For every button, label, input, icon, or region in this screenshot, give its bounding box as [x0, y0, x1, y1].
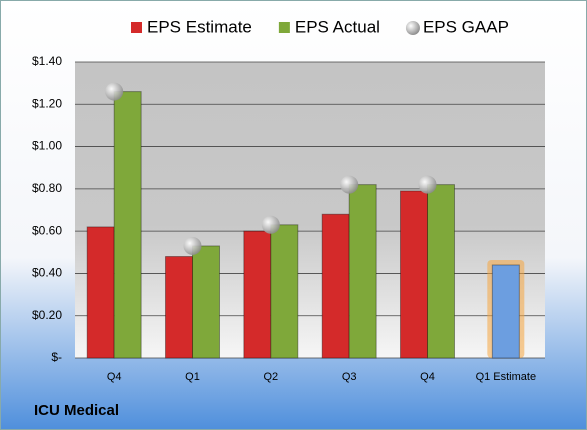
- legend-marker: [131, 22, 142, 33]
- bar: [348, 184, 377, 359]
- bar: [113, 91, 142, 359]
- gaap-marker: [418, 175, 437, 194]
- bar: [400, 190, 428, 359]
- legend-marker: [405, 21, 420, 35]
- gaap-marker: [261, 215, 280, 234]
- y-tick-label: $0.60: [32, 223, 62, 237]
- y-tick-label: $0.20: [32, 308, 62, 322]
- legend-label: EPS GAAP: [423, 17, 509, 36]
- y-tick-label: $1.40: [32, 54, 62, 68]
- y-tick-label: $1.20: [32, 96, 62, 110]
- legend-marker: [278, 22, 290, 33]
- x-tick-label: Q1: [185, 371, 200, 383]
- x-tick-label: Q1 Estimate: [476, 371, 537, 383]
- bar: [321, 213, 350, 359]
- bar: [491, 264, 520, 359]
- x-tick-label: Q4: [107, 371, 122, 383]
- gaap-marker: [183, 236, 202, 255]
- y-tick-label: $1.00: [32, 139, 62, 153]
- bar: [86, 226, 115, 359]
- x-tick-label: Q2: [263, 371, 278, 383]
- legend-label: EPS Estimate: [147, 17, 252, 36]
- footer: ICU Medical: [34, 402, 119, 419]
- gaap-marker: [105, 82, 124, 101]
- plot-area: [75, 62, 545, 358]
- bar: [243, 230, 272, 359]
- bar: [427, 184, 455, 359]
- y-tick-label: $0.80: [32, 181, 62, 195]
- bar: [270, 224, 299, 359]
- x-tick-label: Q4: [420, 371, 435, 383]
- bar: [165, 256, 193, 359]
- legend-label: EPS Actual: [295, 17, 380, 36]
- y-tick-label: $-: [51, 350, 62, 364]
- gaap-marker: [340, 175, 359, 194]
- x-tick-label: Q3: [342, 371, 357, 383]
- bar: [192, 245, 220, 359]
- y-tick-label: $0.40: [32, 266, 62, 280]
